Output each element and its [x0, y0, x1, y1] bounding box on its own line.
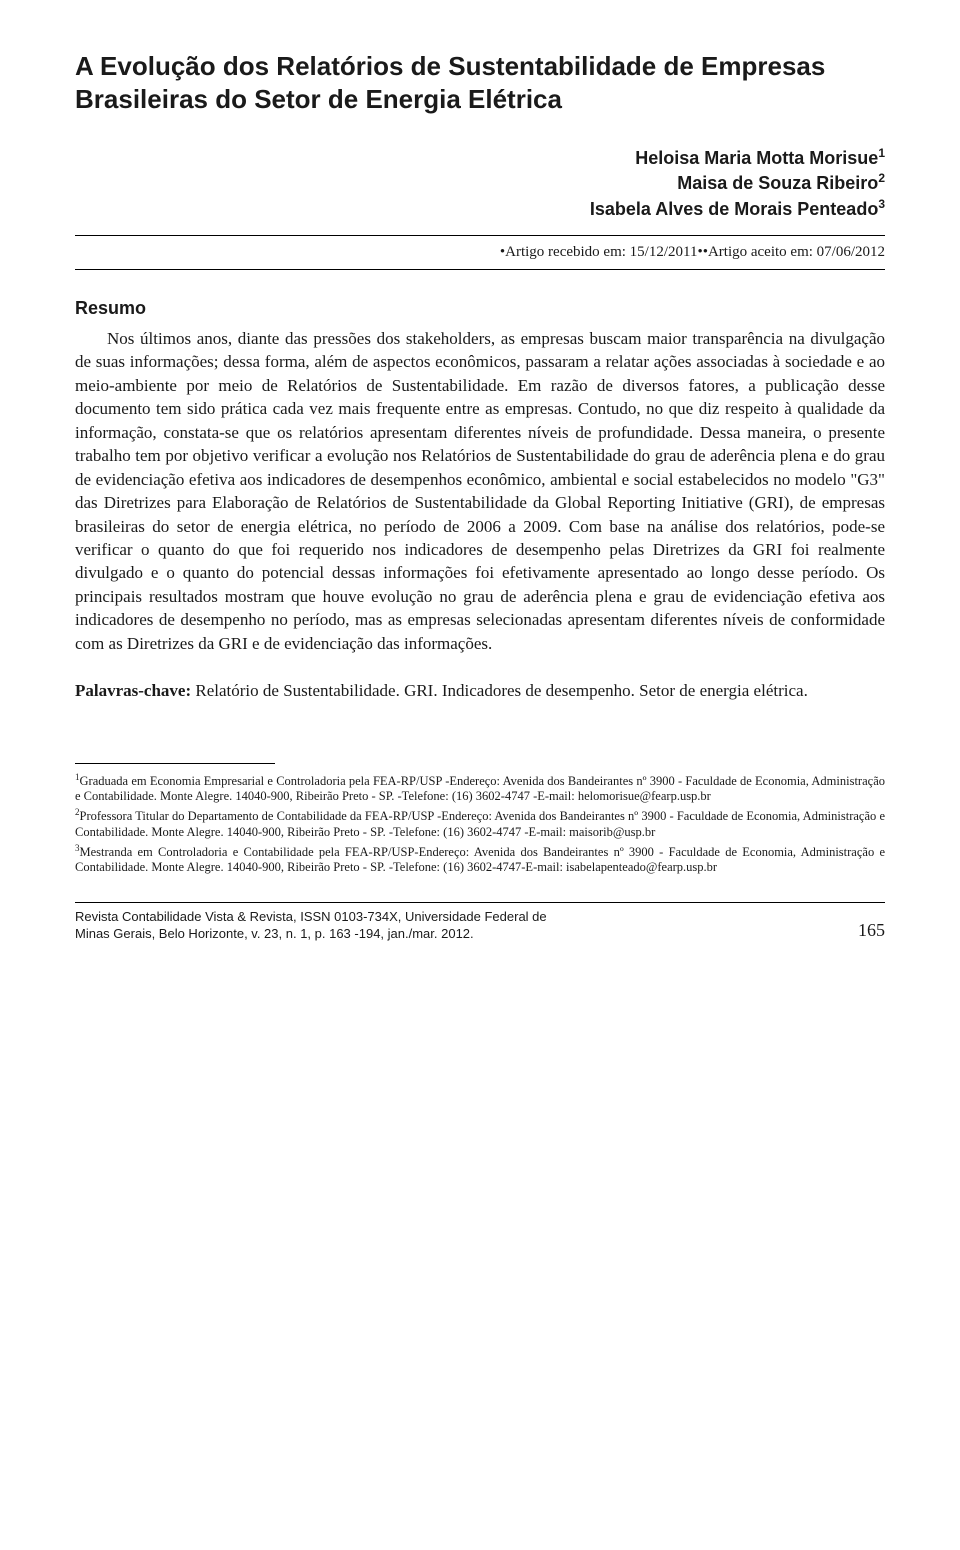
abstract-body: Nos últimos anos, diante das pressões do… [75, 329, 885, 653]
footer-rule [75, 902, 885, 903]
divider-bottom [75, 269, 885, 270]
journal-line2: Minas Gerais, Belo Horizonte, v. 23, n. … [75, 926, 474, 941]
footnotes-block: 1Graduada em Economia Empresarial e Cont… [75, 772, 885, 876]
keywords-label: Palavras-chave: [75, 681, 191, 700]
footnote: 3Mestranda em Controladoria e Contabilid… [75, 843, 885, 876]
page-number: 165 [828, 919, 885, 942]
page-footer: Revista Contabilidade Vista & Revista, I… [75, 909, 885, 943]
author-line: Isabela Alves de Morais Penteado3 [75, 196, 885, 221]
author-line: Heloisa Maria Motta Morisue1 [75, 145, 885, 170]
journal-info: Revista Contabilidade Vista & Revista, I… [75, 909, 828, 943]
keywords-text: Relatório de Sustentabilidade. GRI. Indi… [191, 681, 808, 700]
journal-line1: Revista Contabilidade Vista & Revista, I… [75, 909, 547, 924]
footnote: 2Professora Titular do Departamento de C… [75, 807, 885, 840]
resumo-heading: Resumo [75, 298, 885, 319]
divider-top [75, 235, 885, 236]
received-dates: •Artigo recebido em: 15/12/2011••Artigo … [75, 242, 885, 263]
authors-block: Heloisa Maria Motta Morisue1Maisa de Sou… [75, 145, 885, 221]
keywords: Palavras-chave: Relatório de Sustentabil… [75, 679, 885, 702]
article-title: A Evolução dos Relatórios de Sustentabil… [75, 50, 885, 115]
abstract-text: Nos últimos anos, diante das pressões do… [75, 327, 885, 655]
footnote: 1Graduada em Economia Empresarial e Cont… [75, 772, 885, 805]
author-line: Maisa de Souza Ribeiro2 [75, 170, 885, 195]
footnote-rule [75, 763, 275, 764]
